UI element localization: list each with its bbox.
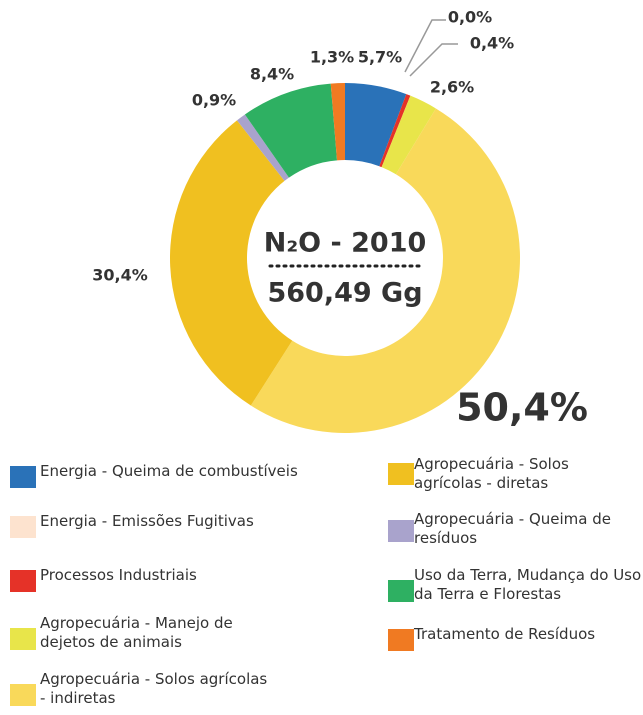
legend-label: Agropecuária - Solos agrícolas - indiret…	[40, 670, 268, 707]
value-label: 0,4%	[470, 34, 514, 53]
legend-label: Energia - Queima de combustíveis	[40, 462, 298, 480]
leader-line	[409, 43, 458, 77]
value-label: 0,9%	[192, 91, 236, 110]
value-label: 5,7%	[358, 48, 402, 67]
value-label: 8,4%	[250, 65, 294, 84]
legend-label: Tratamento de Resíduos	[414, 625, 596, 643]
donut-segment	[244, 83, 338, 178]
donut-segment	[170, 120, 293, 406]
donut-segment	[236, 114, 289, 181]
legend-swatch	[10, 684, 36, 706]
center-value: 560,49 Gg	[267, 278, 422, 309]
donut-segment	[381, 95, 436, 175]
donut-segment	[330, 83, 345, 161]
leader-line	[404, 19, 446, 73]
value-label: 30,4%	[92, 266, 148, 285]
legend-swatch	[10, 628, 36, 650]
legend-label: Agropecuária - Manejo de dejetos de anim…	[40, 614, 233, 651]
legend-label: Processos Industriais	[40, 566, 197, 584]
donut-segment	[250, 108, 521, 434]
legend-swatch	[388, 520, 414, 542]
legend-label: Agropecuária - Solos agrícolas - diretas	[414, 455, 569, 492]
legend-swatch	[388, 463, 414, 485]
center-title: N₂O - 2010	[264, 228, 427, 259]
legend-swatch	[10, 516, 36, 538]
donut-segment	[379, 94, 411, 168]
legend-label: Agropecuária - Queima de resíduos	[414, 510, 611, 547]
legend-swatch	[388, 580, 414, 602]
legend-swatch	[10, 570, 36, 592]
legend-label: Uso da Terra, Mudança do Uso da Terra e …	[414, 566, 642, 603]
value-label: 2,6%	[430, 78, 474, 97]
legend-swatch	[10, 466, 36, 488]
value-label: 50,4%	[456, 386, 588, 430]
donut-segment	[345, 83, 407, 167]
legend-label: Energia - Emissões Fugitivas	[40, 512, 254, 530]
value-label: 0,0%	[448, 8, 492, 27]
value-label: 1,3%	[310, 48, 354, 67]
legend-swatch	[388, 629, 414, 651]
